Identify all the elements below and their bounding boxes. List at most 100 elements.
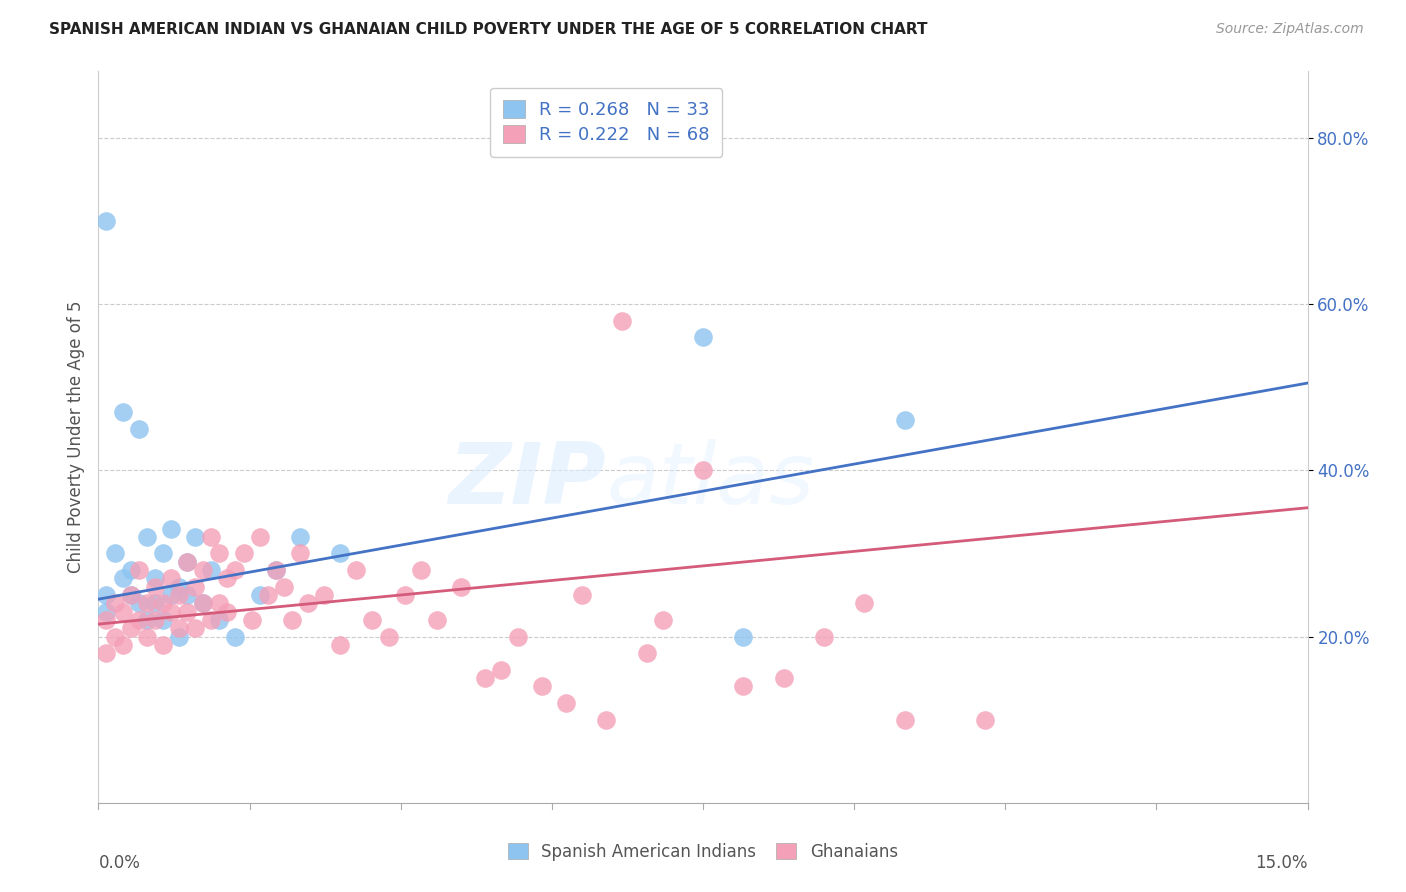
Point: [120, 563, 142, 577]
Point: [200, 563, 222, 577]
Text: 0.0%: 0.0%: [98, 854, 141, 872]
Point: [273, 580, 295, 594]
Text: Source: ZipAtlas.com: Source: ZipAtlas.com: [1216, 22, 1364, 37]
Point: [288, 546, 311, 560]
Point: [143, 596, 166, 610]
Point: [152, 613, 174, 627]
Point: [208, 596, 231, 610]
Point: [974, 713, 997, 727]
Point: [152, 596, 174, 610]
Point: [636, 646, 658, 660]
Point: [530, 680, 553, 694]
Text: ZIP: ZIP: [449, 440, 606, 523]
Point: [314, 588, 336, 602]
Point: [772, 671, 794, 685]
Point: [491, 663, 513, 677]
Point: [450, 580, 472, 594]
Point: [184, 530, 207, 544]
Point: [329, 546, 352, 560]
Point: [733, 630, 755, 644]
Point: [96, 214, 118, 228]
Point: [167, 580, 190, 594]
Point: [135, 613, 157, 627]
Point: [111, 605, 134, 619]
Point: [128, 596, 150, 610]
Point: [103, 630, 125, 644]
Text: 15.0%: 15.0%: [1256, 854, 1308, 872]
Point: [217, 571, 239, 585]
Point: [103, 596, 125, 610]
Point: [426, 613, 449, 627]
Text: SPANISH AMERICAN INDIAN VS GHANAIAN CHILD POVERTY UNDER THE AGE OF 5 CORRELATION: SPANISH AMERICAN INDIAN VS GHANAIAN CHIL…: [49, 22, 928, 37]
Point: [160, 571, 183, 585]
Point: [96, 605, 118, 619]
Point: [128, 613, 150, 627]
Point: [232, 546, 254, 560]
Point: [651, 613, 673, 627]
Point: [152, 638, 174, 652]
Point: [571, 588, 593, 602]
Point: [288, 530, 311, 544]
Point: [160, 588, 183, 602]
Point: [135, 530, 157, 544]
Point: [595, 713, 617, 727]
Point: [692, 330, 714, 344]
Point: [160, 605, 183, 619]
Point: [264, 563, 287, 577]
Point: [111, 405, 134, 419]
Point: [135, 630, 157, 644]
Point: [281, 613, 304, 627]
Point: [143, 613, 166, 627]
Point: [612, 314, 634, 328]
Point: [120, 621, 142, 635]
Point: [96, 646, 118, 660]
Point: [256, 588, 278, 602]
Point: [377, 630, 399, 644]
Point: [297, 596, 319, 610]
Point: [96, 613, 118, 627]
Point: [853, 596, 876, 610]
Point: [200, 613, 222, 627]
Point: [184, 621, 207, 635]
Point: [143, 580, 166, 594]
Point: [103, 546, 125, 560]
Point: [224, 563, 246, 577]
Point: [193, 563, 215, 577]
Point: [167, 630, 190, 644]
Point: [167, 588, 190, 602]
Point: [249, 530, 271, 544]
Point: [217, 605, 239, 619]
Point: [120, 588, 142, 602]
Point: [128, 563, 150, 577]
Point: [143, 571, 166, 585]
Point: [176, 605, 198, 619]
Point: [893, 713, 915, 727]
Text: atlas: atlas: [606, 440, 814, 523]
Y-axis label: Child Poverty Under the Age of 5: Child Poverty Under the Age of 5: [66, 301, 84, 574]
Point: [193, 596, 215, 610]
Point: [200, 530, 222, 544]
Point: [264, 563, 287, 577]
Point: [733, 680, 755, 694]
Point: [361, 613, 384, 627]
Point: [111, 571, 134, 585]
Point: [224, 630, 246, 644]
Point: [474, 671, 496, 685]
Point: [692, 463, 714, 477]
Point: [111, 638, 134, 652]
Point: [813, 630, 835, 644]
Point: [893, 413, 915, 427]
Point: [249, 588, 271, 602]
Point: [555, 696, 578, 710]
Point: [240, 613, 263, 627]
Point: [344, 563, 367, 577]
Point: [176, 555, 198, 569]
Point: [208, 546, 231, 560]
Point: [208, 613, 231, 627]
Point: [135, 596, 157, 610]
Point: [167, 621, 190, 635]
Point: [506, 630, 529, 644]
Point: [176, 588, 198, 602]
Legend: Spanish American Indians, Ghanaians: Spanish American Indians, Ghanaians: [502, 837, 904, 868]
Point: [329, 638, 352, 652]
